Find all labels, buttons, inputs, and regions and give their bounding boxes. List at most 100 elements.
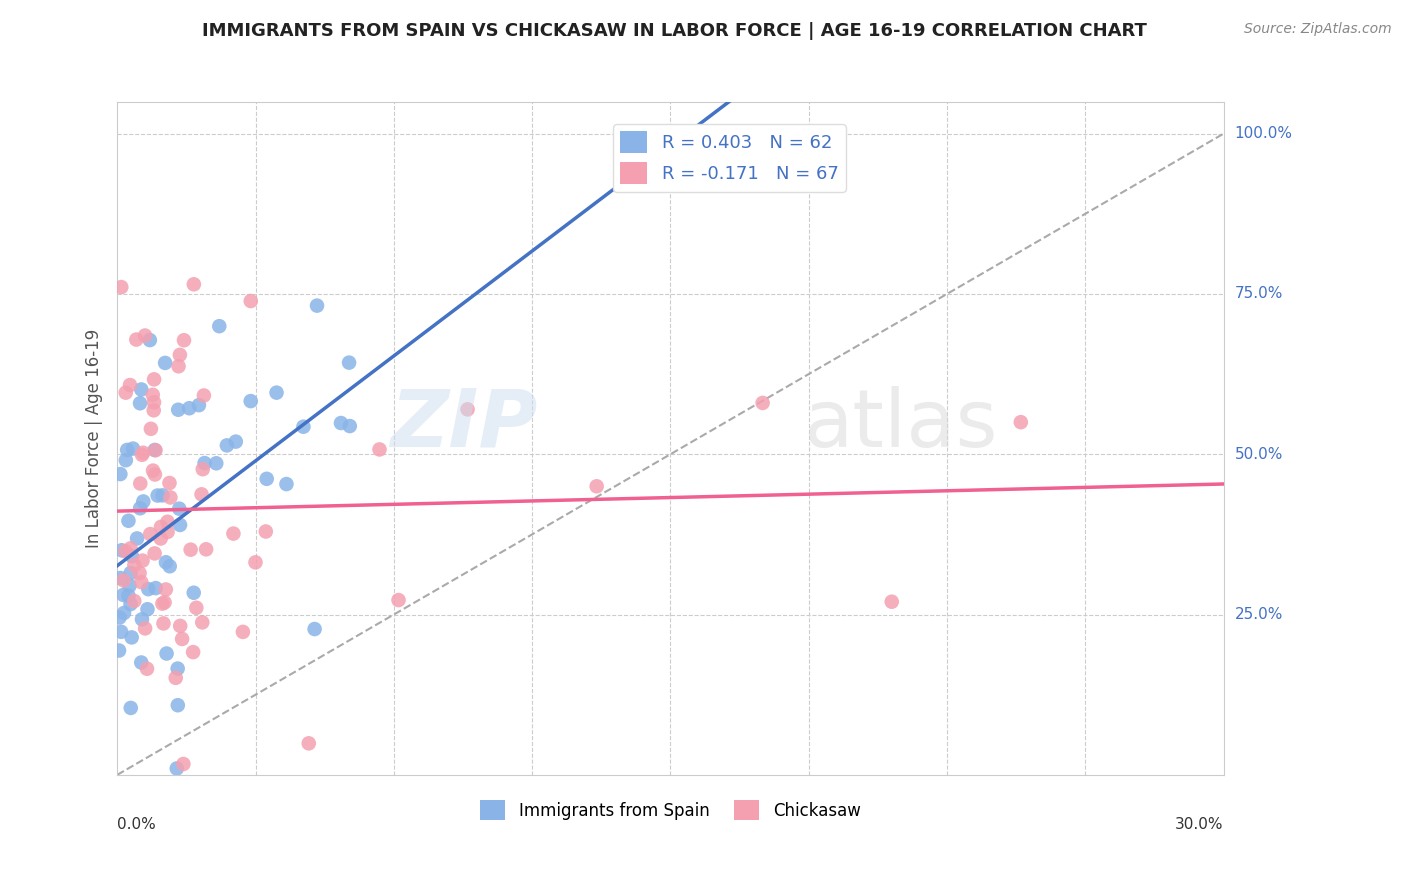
Y-axis label: In Labor Force | Age 16-19: In Labor Force | Age 16-19 [86, 328, 103, 548]
Point [108, 643, 131, 657]
Point [129, 476, 152, 491]
Point [880, 595, 903, 609]
Point [136, 602, 159, 616]
Point [122, 594, 145, 608]
Point [120, 701, 142, 715]
Point [112, 588, 135, 602]
Point [150, 597, 173, 611]
Point [150, 520, 173, 534]
Point [120, 597, 142, 611]
Point [139, 422, 162, 436]
Point [181, 645, 204, 659]
Point [115, 442, 138, 457]
Point [136, 662, 159, 676]
Point [108, 610, 131, 624]
Point [208, 319, 231, 334]
Point [276, 477, 298, 491]
Point [121, 549, 143, 564]
Point [330, 416, 353, 430]
Point [125, 333, 148, 347]
Point [142, 388, 165, 402]
Point [145, 581, 167, 595]
Point [142, 403, 165, 417]
Point [110, 467, 132, 481]
Point [149, 532, 172, 546]
Point [110, 624, 132, 639]
Point [153, 356, 176, 370]
Point [128, 566, 150, 580]
Point [152, 616, 174, 631]
Point [187, 398, 209, 412]
Point [114, 544, 136, 558]
Point [114, 385, 136, 400]
Point [339, 419, 361, 434]
Point [159, 476, 181, 491]
Point [138, 582, 160, 596]
Point [155, 647, 177, 661]
Point [143, 395, 166, 409]
Point [298, 736, 321, 750]
Point [142, 464, 165, 478]
Point [1010, 415, 1032, 429]
Point [173, 333, 195, 347]
Point [132, 446, 155, 460]
Point [225, 434, 247, 449]
Point [172, 632, 194, 646]
Point [195, 542, 218, 557]
Point [169, 619, 191, 633]
Point [169, 501, 191, 516]
Point [110, 280, 132, 294]
Point [232, 624, 254, 639]
Point [139, 527, 162, 541]
Point [179, 401, 201, 416]
Point [186, 600, 208, 615]
Point [183, 586, 205, 600]
Text: 30.0%: 30.0% [1175, 816, 1223, 831]
Point [152, 488, 174, 502]
Point [114, 453, 136, 467]
Point [239, 394, 262, 409]
Point [193, 388, 215, 402]
Point [180, 542, 202, 557]
Text: 75.0%: 75.0% [1234, 286, 1284, 301]
Point [129, 575, 152, 590]
Point [122, 442, 145, 456]
Point [190, 487, 212, 501]
Point [131, 448, 153, 462]
Point [124, 558, 146, 572]
Point [191, 462, 214, 476]
Point [139, 333, 162, 347]
Point [132, 494, 155, 508]
Point [239, 293, 262, 308]
Point [156, 524, 179, 539]
Point [143, 546, 166, 560]
Point [292, 419, 315, 434]
Point [166, 698, 188, 713]
Point [120, 566, 142, 580]
Point [120, 541, 142, 556]
Point [156, 515, 179, 529]
Point [112, 606, 135, 620]
Point [145, 443, 167, 458]
Point [125, 532, 148, 546]
Point [153, 595, 176, 609]
Text: 50.0%: 50.0% [1234, 447, 1284, 462]
Point [143, 467, 166, 482]
Point [305, 299, 328, 313]
Point [215, 438, 238, 452]
Point [159, 559, 181, 574]
Point [585, 479, 607, 493]
Text: ZIP: ZIP [391, 385, 537, 464]
Text: Source: ZipAtlas.com: Source: ZipAtlas.com [1244, 22, 1392, 37]
Point [254, 524, 277, 539]
Text: 25.0%: 25.0% [1234, 607, 1284, 622]
Point [155, 555, 177, 569]
Point [666, 127, 689, 141]
Point [222, 526, 245, 541]
Point [165, 671, 187, 685]
Point [191, 615, 214, 630]
Text: 0.0%: 0.0% [117, 816, 156, 831]
Point [194, 456, 217, 470]
Point [256, 472, 278, 486]
Point [304, 622, 326, 636]
